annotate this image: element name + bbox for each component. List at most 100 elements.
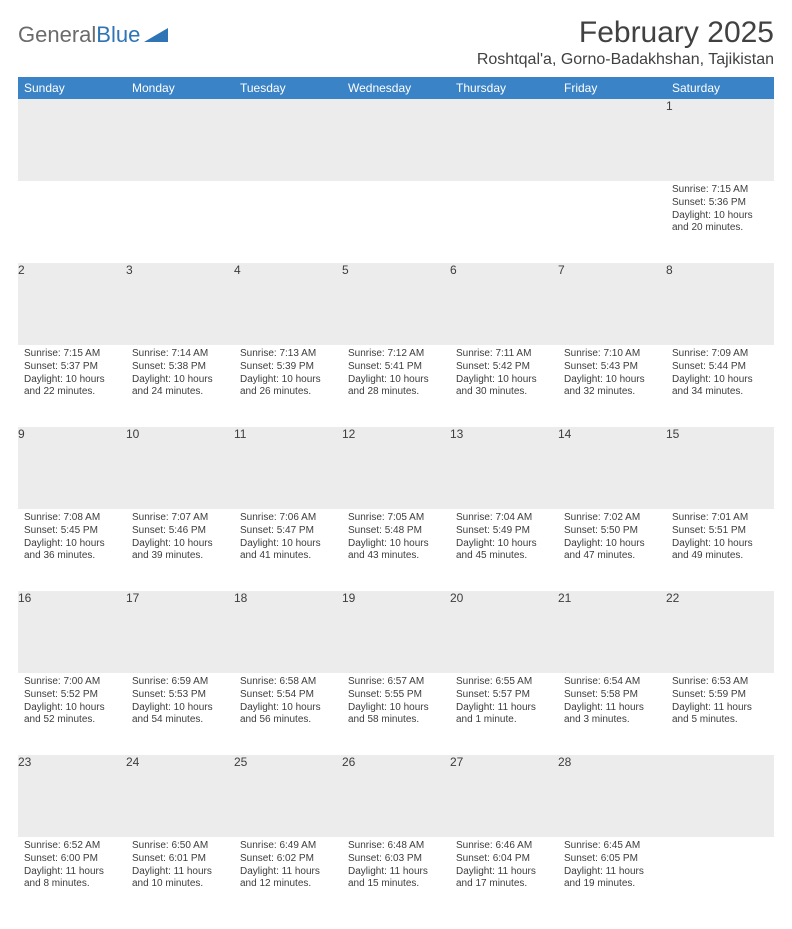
sunset-text: Sunset: 5:42 PM bbox=[456, 361, 552, 374]
month-title: February 2025 bbox=[477, 16, 774, 49]
day-cell: Sunrise: 7:11 AMSunset: 5:42 PMDaylight:… bbox=[450, 345, 558, 427]
sunrise-text: Sunrise: 7:02 AM bbox=[564, 512, 660, 525]
day-cell-body: Sunrise: 6:48 AMSunset: 6:03 PMDaylight:… bbox=[342, 837, 450, 897]
sunset-text: Sunset: 5:47 PM bbox=[240, 525, 336, 538]
day-number-cell bbox=[450, 99, 558, 181]
day-cell-body: Sunrise: 6:53 AMSunset: 5:59 PMDaylight:… bbox=[666, 673, 774, 733]
daylight-text: Daylight: 10 hours and 58 minutes. bbox=[348, 702, 444, 728]
day-cell bbox=[558, 181, 666, 263]
sunset-text: Sunset: 5:37 PM bbox=[24, 361, 120, 374]
location-subtitle: Roshtqal'a, Gorno-Badakhshan, Tajikistan bbox=[477, 51, 774, 69]
day-cell: Sunrise: 6:55 AMSunset: 5:57 PMDaylight:… bbox=[450, 673, 558, 755]
daylight-text: Daylight: 10 hours and 47 minutes. bbox=[564, 538, 660, 564]
day-cell-body: Sunrise: 7:15 AMSunset: 5:37 PMDaylight:… bbox=[18, 345, 126, 405]
day-cell-body: Sunrise: 6:59 AMSunset: 5:53 PMDaylight:… bbox=[126, 673, 234, 733]
day-content-row: Sunrise: 7:00 AMSunset: 5:52 PM Daylight:… bbox=[18, 673, 774, 755]
sunset-text: Sunset: 5:39 PM bbox=[240, 361, 336, 374]
sunrise-text: Sunrise: 7:01 AM bbox=[672, 512, 768, 525]
daylight-text: Daylight: 11 hours and 8 minutes. bbox=[24, 866, 120, 892]
day-number-cell: 20 bbox=[450, 591, 558, 673]
sunrise-text: Sunrise: 6:48 AM bbox=[348, 840, 444, 853]
day-number-cell: 5 bbox=[342, 263, 450, 345]
day-cell-body: Sunrise: 7:11 AMSunset: 5:42 PMDaylight:… bbox=[450, 345, 558, 405]
day-cell: Sunrise: 7:15 AMSunset: 5:37 PMDaylight:… bbox=[18, 345, 126, 427]
sunrise-text: Sunrise: 6:49 AM bbox=[240, 840, 336, 853]
daylight-text: Daylight: 10 hours and 32 minutes. bbox=[564, 374, 660, 400]
daylight-text: Daylight: 10 hours and 34 minutes. bbox=[672, 374, 768, 400]
daylight-text: Daylight: 10 hours and 20 minutes. bbox=[672, 210, 768, 236]
day-number-cell: 16 bbox=[18, 591, 126, 673]
sunset-text: Sunset: 5:55 PM bbox=[348, 689, 444, 702]
sunrise-text: Sunrise: 7:12 AM bbox=[348, 348, 444, 361]
day-number-row: 232425262728 bbox=[18, 755, 774, 837]
day-number-row: 16171819202122 bbox=[18, 591, 774, 673]
sunrise-text: Sunrise: 6:46 AM bbox=[456, 840, 552, 853]
sunset-text: Sunset: 6:04 PM bbox=[456, 853, 552, 866]
daylight-text: Daylight: 10 hours and 56 minutes. bbox=[240, 702, 336, 728]
sunrise-text: Sunrise: 6:55 AM bbox=[456, 676, 552, 689]
day-cell-body: Sunrise: 6:52 AMSunset: 6:00 PMDaylight:… bbox=[18, 837, 126, 897]
sunrise-text: Sunrise: 7:00 AM bbox=[24, 676, 120, 689]
daylight-text: Daylight: 10 hours and 43 minutes. bbox=[348, 538, 444, 564]
day-cell: Sunrise: 6:50 AMSunset: 6:01 PMDaylight:… bbox=[126, 837, 234, 919]
sunrise-text: Sunrise: 7:05 AM bbox=[348, 512, 444, 525]
sunset-text: Sunset: 5:52 PM bbox=[24, 689, 120, 702]
sunset-text: Sunset: 5:36 PM bbox=[672, 197, 768, 210]
sunset-text: Sunset: 5:44 PM bbox=[672, 361, 768, 374]
weekday-header: Wednesday bbox=[342, 77, 450, 99]
day-cell-body bbox=[450, 181, 558, 190]
sunrise-text: Sunrise: 7:15 AM bbox=[672, 184, 768, 197]
day-cell-body: Sunrise: 7:04 AMSunset: 5:49 PMDaylight:… bbox=[450, 509, 558, 569]
day-content-row: Sunrise: 7:15 AMSunset: 5:36 PMDaylight:… bbox=[18, 181, 774, 263]
daylight-text: Daylight: 10 hours and 54 minutes. bbox=[132, 702, 228, 728]
day-cell: Sunrise: 6:58 AMSunset: 5:54 PMDaylight:… bbox=[234, 673, 342, 755]
day-number-cell: 4 bbox=[234, 263, 342, 345]
weekday-header: Monday bbox=[126, 77, 234, 99]
day-cell-body: Sunrise: 7:01 AMSunset: 5:51 PMDaylight:… bbox=[666, 509, 774, 569]
day-number-cell: 11 bbox=[234, 427, 342, 509]
weekday-header: Sunday bbox=[18, 77, 126, 99]
day-number-cell: 9 bbox=[18, 427, 126, 509]
day-number-cell: 12 bbox=[342, 427, 450, 509]
day-number-cell: 10 bbox=[126, 427, 234, 509]
daylight-text: Daylight: 11 hours and 1 minute. bbox=[456, 702, 552, 728]
day-number-row: 2345678 bbox=[18, 263, 774, 345]
day-cell: Sunrise: 7:07 AMSunset: 5:46 PMDaylight:… bbox=[126, 509, 234, 591]
sunset-text: Sunset: 5:53 PM bbox=[132, 689, 228, 702]
day-cell-body: Sunrise: 7:14 AMSunset: 5:38 PMDaylight:… bbox=[126, 345, 234, 405]
day-cell: Sunrise: 7:08 AMSunset: 5:45 PMDaylight:… bbox=[18, 509, 126, 591]
sunrise-text: Sunrise: 6:57 AM bbox=[348, 676, 444, 689]
sunset-text: Sunset: 5:48 PM bbox=[348, 525, 444, 538]
day-cell-body: Sunrise: 7:07 AMSunset: 5:46 PMDaylight:… bbox=[126, 509, 234, 569]
day-cell: Sunrise: 7:00 AMSunset: 5:52 PMDaylight:… bbox=[18, 673, 126, 755]
day-cell-body bbox=[558, 181, 666, 190]
day-cell: Sunrise: 6:46 AMSunset: 6:04 PMDaylight:… bbox=[450, 837, 558, 919]
brand-logo: GeneralBlue bbox=[18, 16, 170, 48]
day-number-cell: 28 bbox=[558, 755, 666, 837]
day-number-cell: 7 bbox=[558, 263, 666, 345]
day-cell-body: Sunrise: 7:15 AMSunset: 5:36 PMDaylight:… bbox=[666, 181, 774, 241]
day-cell: Sunrise: 7:09 AMSunset: 5:44 PMDaylight:… bbox=[666, 345, 774, 427]
day-number-cell: 23 bbox=[18, 755, 126, 837]
sunset-text: Sunset: 6:01 PM bbox=[132, 853, 228, 866]
sunset-text: Sunset: 5:51 PM bbox=[672, 525, 768, 538]
brand-name-gray: General bbox=[18, 22, 96, 48]
daylight-text: Daylight: 11 hours and 17 minutes. bbox=[456, 866, 552, 892]
day-number-cell: 19 bbox=[342, 591, 450, 673]
day-cell: Sunrise: 7:02 AMSunset: 5:50 PMDaylight:… bbox=[558, 509, 666, 591]
day-number-cell: 13 bbox=[450, 427, 558, 509]
day-cell-body: Sunrise: 7:08 AMSunset: 5:45 PMDaylight:… bbox=[18, 509, 126, 569]
sunset-text: Sunset: 6:02 PM bbox=[240, 853, 336, 866]
day-cell-body: Sunrise: 6:49 AMSunset: 6:02 PMDaylight:… bbox=[234, 837, 342, 897]
daylight-text: Daylight: 10 hours and 22 minutes. bbox=[24, 374, 120, 400]
sunrise-text: Sunrise: 7:14 AM bbox=[132, 348, 228, 361]
day-cell: Sunrise: 7:12 AMSunset: 5:41 PMDaylight:… bbox=[342, 345, 450, 427]
day-number-cell bbox=[558, 99, 666, 181]
title-block: February 2025 Roshtqal'a, Gorno-Badakhsh… bbox=[477, 16, 774, 75]
day-cell: Sunrise: 6:54 AMSunset: 5:58 PMDaylight:… bbox=[558, 673, 666, 755]
day-cell-body: Sunrise: 6:58 AMSunset: 5:54 PMDaylight:… bbox=[234, 673, 342, 733]
day-number-cell: 8 bbox=[666, 263, 774, 345]
weekday-header: Friday bbox=[558, 77, 666, 99]
sunrise-text: Sunrise: 7:08 AM bbox=[24, 512, 120, 525]
weekday-header: Saturday bbox=[666, 77, 774, 99]
